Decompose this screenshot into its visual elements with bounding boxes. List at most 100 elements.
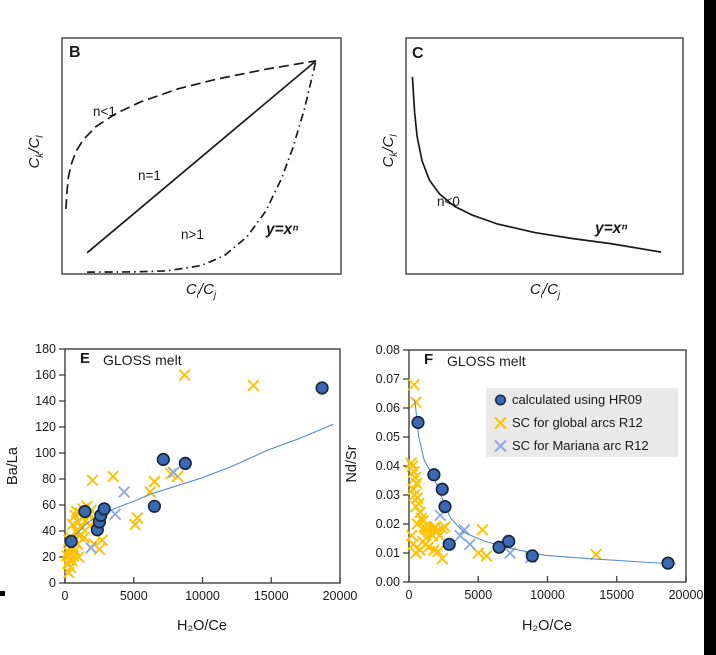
data-point-circle <box>411 415 425 430</box>
legend: calculated using HR09 SC for global arcs… <box>486 388 678 457</box>
x-tick-label: 10000 <box>185 589 220 603</box>
annotation-n-less-0: n<0 <box>437 194 460 209</box>
panel-f-y-axis-title: Nd/Sr <box>344 445 360 483</box>
data-point-x <box>411 518 424 530</box>
data-point-x <box>70 525 82 537</box>
schematic-curve <box>65 60 317 210</box>
legend-item-hr09: calculated using HR09 <box>486 389 678 411</box>
y-tick-label: 0.03 <box>376 488 400 502</box>
x-tick-label: 5000 <box>120 589 148 603</box>
data-point-x <box>480 550 493 562</box>
data-point-x <box>410 396 422 408</box>
y-tick-label: 180 <box>35 342 56 356</box>
panel-b-y-axis-title: Ck/Cl <box>26 135 46 169</box>
panel-e-title: GLOSS melt <box>103 352 182 368</box>
panel-b-x-axis-title: Ci/Cj <box>185 281 217 301</box>
y-tick-label: 100 <box>35 446 56 460</box>
data-point-circle <box>64 534 78 549</box>
y-tick-label: 60 <box>42 498 56 512</box>
schematic-curve <box>86 60 317 254</box>
data-point-circle <box>661 556 675 570</box>
panel-b-graphics <box>61 37 342 275</box>
y-tick-label: 160 <box>35 368 56 382</box>
data-point-x <box>118 486 130 498</box>
data-point-x <box>464 538 476 551</box>
y-tick-label: 0.00 <box>376 575 400 589</box>
data-point-x <box>78 531 90 544</box>
legend-label-mariana-arc: SC for Mariana arc R12 <box>512 438 649 453</box>
data-point-circle <box>442 537 456 551</box>
y-tick-label: 40 <box>42 524 56 538</box>
data-point-x <box>85 542 97 554</box>
data-point-x <box>436 553 448 565</box>
data-point-x <box>415 512 428 524</box>
data-point-circle <box>97 502 111 516</box>
data-point-x <box>439 521 451 533</box>
legend-label-global-arcs: SC for global arcs R12 <box>512 415 643 430</box>
data-point-x <box>406 529 418 542</box>
y-tick-label: 0.01 <box>376 546 400 560</box>
y-tick-label: 0.04 <box>376 459 400 473</box>
data-point-circle <box>492 540 506 554</box>
legend-label-hr09: calculated using HR09 <box>512 392 643 407</box>
data-point-x <box>148 475 161 488</box>
data-point-circle <box>315 381 329 395</box>
panel-e-graphics: 0 5000 10000 15000 20000 0 20 40 60 80 100 120 140 16… <box>35 342 357 603</box>
fit-line <box>414 399 677 565</box>
panel-f-label: F <box>424 351 434 368</box>
data-point-x <box>408 379 420 391</box>
data-point-x <box>504 547 516 559</box>
panel-c-border <box>405 37 684 275</box>
y-tick-label: 0 <box>49 576 56 590</box>
legend-item-global-arcs: SC for global arcs R12 <box>486 412 678 434</box>
data-point-circle <box>147 499 161 513</box>
data-point-x <box>167 466 180 479</box>
data-point-circle <box>435 482 449 496</box>
data-point-x <box>458 524 471 536</box>
data-point-x <box>476 524 489 536</box>
x-tick-label: 15000 <box>254 589 289 603</box>
annotation-n-equal-1: n=1 <box>138 168 161 183</box>
filled-circle-marker-icon <box>494 393 507 406</box>
data-point-x <box>165 468 177 480</box>
panel-e-x-axis-title: H₂O/Ce <box>177 618 227 634</box>
data-point-x <box>131 512 143 524</box>
panel-c-x-axis-title: Ci/Cj <box>529 281 561 301</box>
left-edge-cutoff-mark <box>0 591 5 596</box>
annotation-y-equals-x-n-c: y=xⁿ <box>595 220 628 237</box>
x-tick-label: 5000 <box>464 588 492 602</box>
y-tick-label: 0.08 <box>376 343 400 357</box>
annotation-n-less-1: n<1 <box>93 104 116 119</box>
data-point-circle <box>427 468 441 482</box>
panel-b-border <box>61 37 342 275</box>
schematic-curve <box>411 76 662 253</box>
panel-e-y-axis-title: Ba/La <box>5 447 21 485</box>
x-tick-label: 10000 <box>530 588 565 602</box>
data-point-x <box>66 518 79 531</box>
y-tick-label: 0.05 <box>376 430 400 444</box>
data-point-circle <box>525 549 539 563</box>
panel-f-x-axis-title: H₂O/Ce <box>522 618 572 634</box>
x-tick-label: 0 <box>406 588 413 602</box>
data-point-x <box>129 518 141 531</box>
y-tick-label: 120 <box>35 420 56 434</box>
data-point-x <box>109 508 121 520</box>
fit-line <box>70 423 334 542</box>
data-point-circle <box>178 456 192 471</box>
annotation-y-equals-x-n-b: y=xⁿ <box>266 221 299 238</box>
data-point-x <box>247 379 260 392</box>
x-tick-label: 15000 <box>599 588 634 602</box>
y-tick-label: 0.06 <box>376 401 400 415</box>
data-point-x <box>73 551 85 563</box>
data-point-x <box>422 541 435 553</box>
data-point-x <box>432 545 444 558</box>
data-point-x <box>86 474 99 487</box>
x-tick-label: 20000 <box>323 589 358 603</box>
x-marker-global-icon <box>494 416 507 429</box>
panel-e-border <box>64 348 341 584</box>
panel-f-graphics: 0 5000 10000 15000 20000 0.00 0.01 0.02 0.03 0.04… <box>376 343 704 602</box>
panel-c-graphics <box>405 37 684 275</box>
data-point-circle <box>156 452 170 467</box>
schematic-curve <box>87 60 317 273</box>
